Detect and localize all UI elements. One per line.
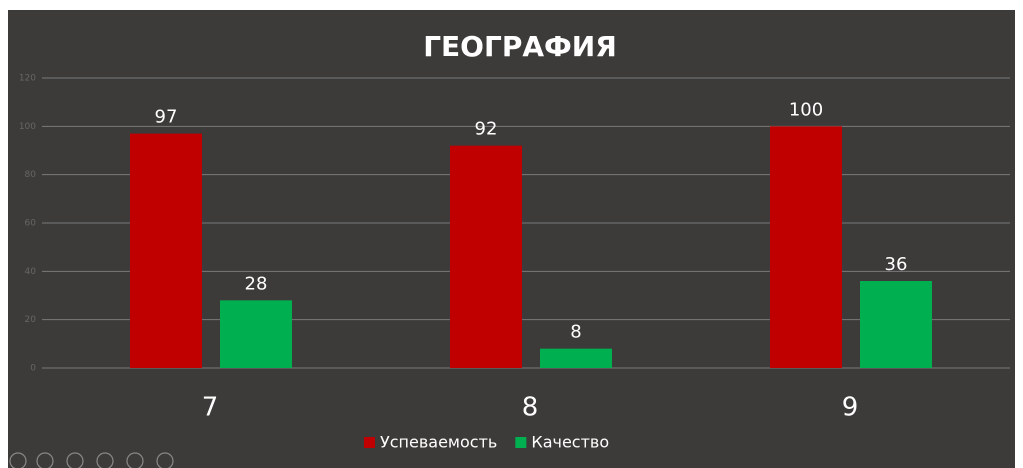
pen-button[interactable] [66,452,84,468]
bar [450,145,522,368]
x-tick-label: 9 [842,393,859,423]
prev-button[interactable] [9,452,27,468]
y-tick-label: 40 [25,267,37,277]
y-tick-label: 20 [25,315,37,325]
y-tick-label: 0 [30,364,36,374]
data-label: 97 [155,107,178,128]
bar [540,348,612,368]
data-label: 36 [885,254,908,275]
legend-label: Качество [531,433,609,452]
x-tick-label: 7 [202,393,219,423]
y-tick-label: 120 [19,74,36,84]
toolbar[interactable] [9,452,174,468]
data-label: 92 [475,119,498,140]
data-label: 28 [245,273,268,294]
legend-swatch [364,437,375,448]
bar [130,133,202,368]
x-tick-label: 8 [522,393,539,423]
bar [860,281,932,368]
legend-label: Успеваемость [380,433,497,452]
bar [770,126,842,368]
play-button[interactable] [36,452,54,468]
data-label: 100 [789,99,823,120]
bar [220,300,292,368]
chart-title: ГЕОГРАФИЯ [423,30,617,63]
zoom-button[interactable] [126,452,144,468]
more-button[interactable] [156,452,174,468]
slides-button[interactable] [96,452,114,468]
data-label: 8 [570,322,581,343]
legend-swatch [515,437,527,448]
y-tick-label: 60 [25,219,37,229]
y-tick-label: 100 [19,122,36,132]
y-tick-label: 80 [25,170,37,180]
